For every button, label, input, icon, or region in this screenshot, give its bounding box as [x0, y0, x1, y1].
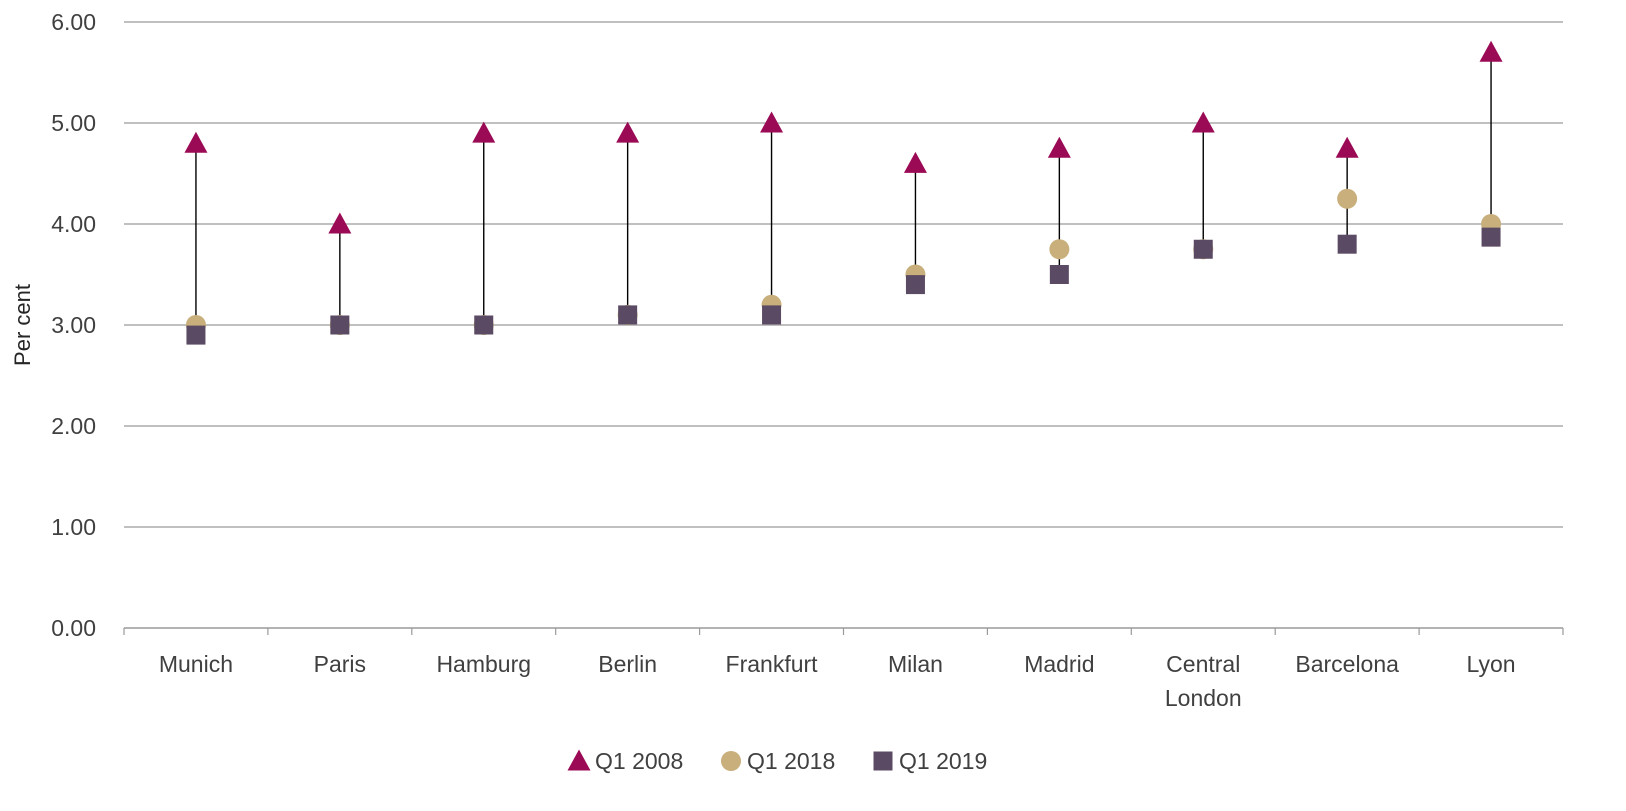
y-tick-label: 6.00	[51, 9, 96, 35]
legend-label: Q1 2018	[747, 748, 835, 774]
data-point-square	[186, 325, 206, 345]
y-tick-label: 1.00	[51, 514, 96, 540]
x-tick-label: Milan	[888, 651, 943, 677]
data-point-square	[618, 305, 638, 325]
data-point-triangle	[1047, 136, 1071, 158]
x-tick-label: Hamburg	[436, 651, 531, 677]
data-point-triangle	[760, 111, 784, 133]
y-tick-label: 2.00	[51, 413, 96, 439]
x-tick-label: Frankfurt	[726, 651, 819, 677]
data-point-triangle	[616, 121, 640, 143]
legend-label: Q1 2019	[899, 748, 987, 774]
y-axis-tick-labels: 0.00 1.00 2.00 3.00 4.00 5.00 6.00	[51, 9, 96, 641]
y-axis-title: Per cent	[10, 284, 35, 366]
x-tick-label: Central	[1166, 651, 1240, 677]
data-point-square	[330, 315, 350, 335]
data-point-square	[905, 275, 925, 295]
data-point-triangle	[1335, 136, 1359, 158]
data-point-square	[1193, 239, 1213, 259]
x-tick-label: Madrid	[1024, 651, 1094, 677]
range-lines	[195, 52, 1492, 336]
x-tick-label: Paris	[314, 651, 366, 677]
data-markers	[184, 40, 1503, 345]
data-point-square	[1049, 265, 1069, 284]
data-point-square	[474, 315, 494, 335]
data-point-triangle	[184, 131, 208, 153]
data-point-triangle	[1479, 40, 1503, 62]
x-axis	[123, 627, 1564, 635]
x-tick-label: Berlin	[598, 651, 657, 677]
x-tick-label: Munich	[159, 651, 233, 677]
data-point-square	[1481, 227, 1501, 247]
legend-label: Q1 2008	[595, 748, 683, 774]
y-tick-label: 3.00	[51, 312, 96, 338]
legend-marker-circle	[721, 751, 741, 771]
x-tick-label: Lyon	[1467, 651, 1516, 677]
data-point-triangle	[472, 121, 496, 143]
gridlines	[124, 21, 1563, 528]
legend-marker-square	[873, 751, 893, 771]
data-point-square	[762, 305, 782, 325]
data-point-circle	[1337, 188, 1358, 209]
y-tick-label: 4.00	[51, 211, 96, 237]
x-tick-label: Barcelona	[1295, 651, 1399, 677]
data-point-square	[1337, 234, 1357, 254]
x-tick-label: London	[1165, 685, 1242, 711]
data-point-circle	[1049, 239, 1070, 260]
y-tick-label: 5.00	[51, 110, 96, 136]
legend-marker-triangle	[567, 749, 591, 771]
y-tick-label: 0.00	[51, 615, 96, 641]
data-point-triangle	[903, 151, 927, 173]
legend: Q1 2008 Q1 2018 Q1 2019	[567, 748, 987, 774]
data-point-triangle	[1191, 111, 1215, 133]
data-point-triangle	[328, 212, 352, 234]
x-axis-tick-labels: Munich Paris Hamburg Berlin Frankfurt Milan Ma…	[159, 651, 1516, 711]
